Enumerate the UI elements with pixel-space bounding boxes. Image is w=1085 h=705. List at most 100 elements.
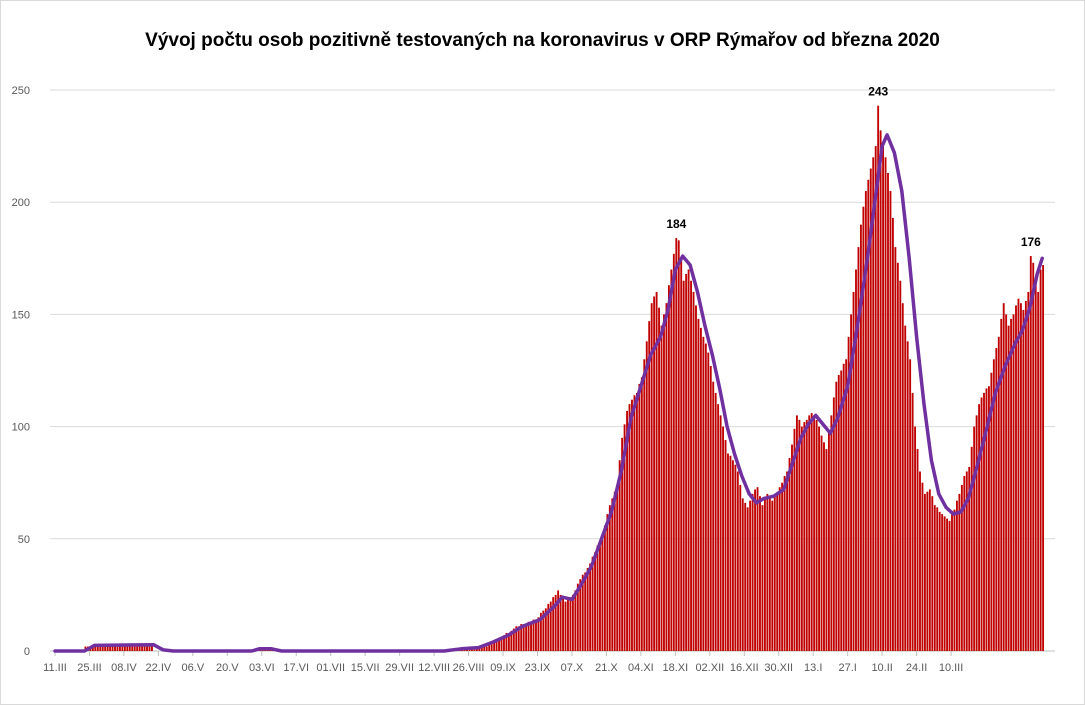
bar <box>547 603 550 651</box>
bar <box>820 435 823 651</box>
bar <box>692 291 695 651</box>
bar <box>719 415 722 651</box>
bar <box>714 392 717 651</box>
bar <box>749 500 752 651</box>
bar <box>133 644 136 651</box>
bar <box>586 567 589 651</box>
bar <box>805 419 808 651</box>
bar <box>896 262 899 651</box>
bar <box>690 280 692 651</box>
bar <box>914 426 917 651</box>
bar <box>532 619 535 651</box>
bar <box>517 626 520 651</box>
bar <box>791 444 793 651</box>
bar <box>766 493 769 651</box>
bar <box>655 291 658 651</box>
bar <box>778 487 781 651</box>
bar <box>606 514 609 651</box>
bar <box>626 410 628 651</box>
bar <box>554 594 557 651</box>
bar <box>512 628 515 651</box>
bar <box>884 157 887 651</box>
bar <box>995 348 998 651</box>
bar <box>928 489 931 651</box>
bar <box>562 597 564 651</box>
bar <box>987 386 990 651</box>
bar <box>754 489 756 651</box>
bar <box>786 471 788 651</box>
bar <box>741 498 744 651</box>
bar <box>1000 318 1003 651</box>
bar <box>850 314 852 651</box>
bar <box>882 143 885 651</box>
bar <box>921 482 924 651</box>
bar <box>1010 318 1013 651</box>
bar <box>736 471 739 651</box>
bar <box>94 644 97 651</box>
bar <box>505 633 508 651</box>
x-tick-label: 18.XI <box>663 662 689 674</box>
bar <box>803 422 806 651</box>
bar <box>855 269 857 651</box>
y-tick-label: 0 <box>24 646 30 658</box>
bar <box>795 415 798 651</box>
bar <box>1037 291 1040 651</box>
x-tick-label: 17.VI <box>283 662 309 674</box>
bar <box>611 498 614 651</box>
bar <box>527 621 530 651</box>
bar <box>761 505 764 651</box>
bar <box>116 644 119 651</box>
bar <box>650 303 653 651</box>
bar <box>667 285 670 651</box>
bar <box>640 377 643 651</box>
bar <box>699 327 702 651</box>
bar <box>788 458 791 651</box>
bar <box>739 484 742 651</box>
bar <box>581 574 584 651</box>
bar <box>520 624 523 651</box>
bar <box>815 419 818 651</box>
bar <box>751 493 754 651</box>
bar <box>968 466 971 651</box>
bar <box>951 514 953 651</box>
bar <box>707 352 710 651</box>
bar <box>734 464 737 651</box>
bar <box>771 500 774 651</box>
bar <box>101 644 104 651</box>
bar <box>608 505 611 651</box>
bar <box>722 426 724 651</box>
bar <box>695 305 697 651</box>
bar <box>746 507 749 651</box>
x-tick-label: 16.XII <box>730 662 759 674</box>
bar <box>549 601 552 651</box>
bar <box>923 493 926 651</box>
bar <box>1022 309 1025 651</box>
bar <box>756 487 759 651</box>
bar <box>963 475 966 651</box>
x-tick-label: 09.IX <box>490 662 516 674</box>
x-tick-label: 29.VII <box>385 662 414 674</box>
bar <box>146 644 148 651</box>
bar <box>483 646 486 651</box>
bar <box>941 514 944 651</box>
bar <box>682 280 685 651</box>
bar <box>643 359 646 651</box>
y-tick-label: 50 <box>18 534 30 546</box>
x-tick-label: 10.III <box>939 662 963 674</box>
bar <box>832 397 835 651</box>
bar <box>911 392 914 651</box>
bar <box>997 336 1000 651</box>
bar <box>781 482 784 651</box>
bar <box>975 415 978 651</box>
bar <box>978 404 981 651</box>
bar <box>544 608 547 651</box>
bar <box>731 460 734 651</box>
bar <box>677 240 680 651</box>
bar <box>542 610 545 651</box>
bar <box>867 179 870 651</box>
bar <box>557 590 560 651</box>
bar <box>1027 291 1030 651</box>
x-tick-label: 23.IX <box>525 662 551 674</box>
bar <box>943 516 946 651</box>
